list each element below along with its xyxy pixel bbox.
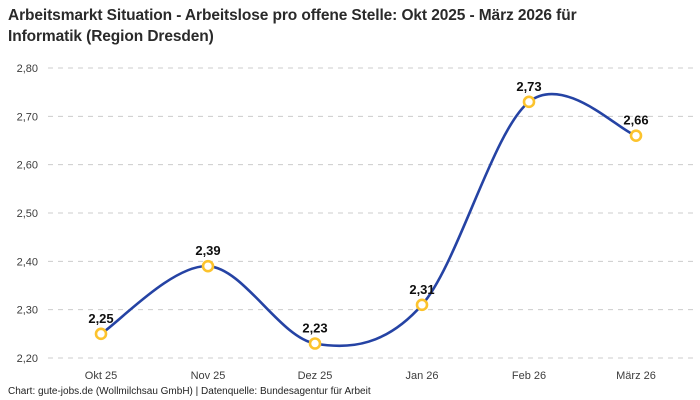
x-tick-label: Dez 25 — [298, 370, 333, 382]
x-tick-label: Nov 25 — [191, 370, 226, 382]
data-point-label: 2,39 — [195, 243, 220, 258]
data-point-label: 2,23 — [302, 321, 327, 336]
y-tick-label: 2,50 — [17, 208, 38, 220]
gridlines-layer — [48, 67, 693, 359]
x-tick-label: Jan 26 — [405, 370, 438, 382]
series-layer — [94, 92, 643, 350]
y-tick-label: 2,80 — [17, 63, 38, 75]
x-tick-label: März 26 — [616, 370, 656, 382]
data-point-label: 2,25 — [88, 311, 113, 326]
trend-line — [99, 92, 638, 348]
y-tick-label: 2,20 — [17, 353, 38, 365]
x-tick-label: Feb 26 — [512, 370, 546, 382]
chart-title-line2: Informatik (Region Dresden) — [8, 28, 214, 45]
data-point-label: 2,73 — [516, 79, 541, 94]
point-labels-layer: 2,25 2,39 2,23 2,31 2,73 2,66 — [88, 79, 648, 336]
data-point-marker[interactable] — [415, 298, 429, 312]
y-tick-label: 2,60 — [17, 160, 38, 172]
data-point-marker[interactable] — [522, 95, 536, 109]
y-tick-label: 2,40 — [17, 256, 38, 268]
y-tick-label: 2,70 — [17, 111, 38, 123]
x-tick-label: Okt 25 — [85, 370, 117, 382]
data-point-label: 2,31 — [409, 282, 434, 297]
chart-title-line1: Arbeitsmarkt Situation - Arbeitslose pro… — [8, 7, 577, 24]
axis-labels-layer: 2,20 2,30 2,40 2,50 2,60 2,70 2,80 Okt 25 Nov 25… — [17, 63, 656, 382]
data-point-label: 2,66 — [623, 113, 648, 128]
data-point-marker[interactable] — [201, 259, 215, 273]
y-tick-label: 2,30 — [17, 305, 38, 317]
data-point-marker[interactable] — [308, 337, 322, 350]
data-point-marker[interactable] — [629, 129, 643, 142]
chart-title: Arbeitsmarkt Situation - Arbeitslose pro… — [8, 5, 684, 47]
chart-attribution: Chart: gute-jobs.de (Wollmilchsau GmbH) … — [8, 386, 371, 397]
data-point-marker[interactable] — [94, 327, 108, 341]
